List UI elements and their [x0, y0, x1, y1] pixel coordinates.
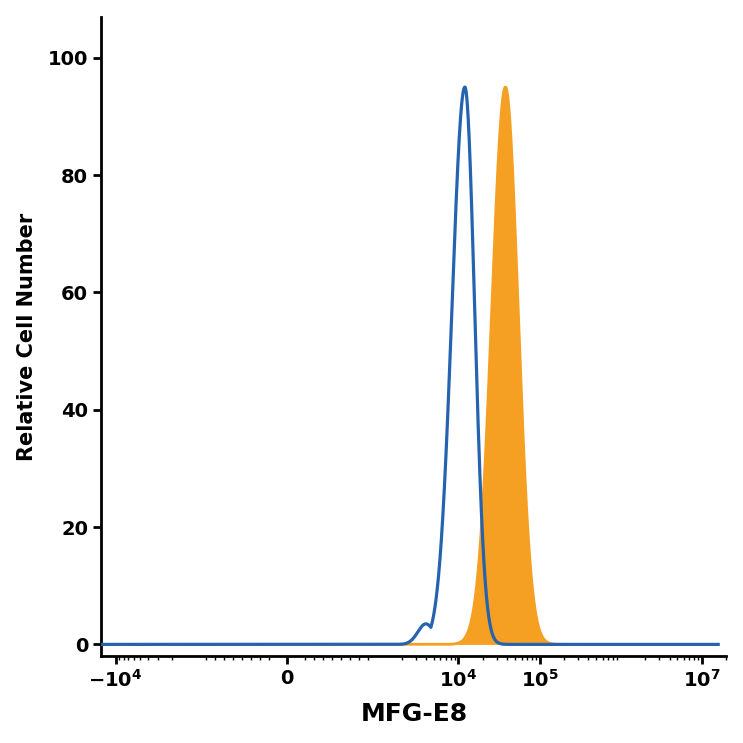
- Y-axis label: Relative Cell Number: Relative Cell Number: [16, 212, 36, 461]
- X-axis label: MFG-E8: MFG-E8: [360, 702, 467, 727]
